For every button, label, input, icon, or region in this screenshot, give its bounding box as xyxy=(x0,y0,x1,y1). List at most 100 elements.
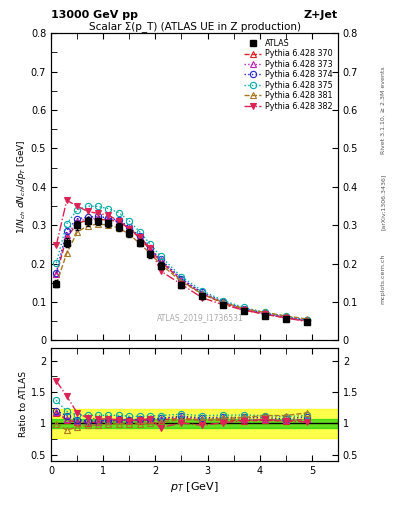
Pythia 6.428 381 xyxy=(179,279,184,285)
Pythia 6.428 375 xyxy=(283,313,288,319)
Pythia 6.428 382 xyxy=(75,203,79,209)
Pythia 6.428 374 xyxy=(158,257,163,263)
Pythia 6.428 382 xyxy=(117,218,121,224)
Pythia 6.428 382 xyxy=(263,311,267,317)
Pythia 6.428 373 xyxy=(263,311,267,317)
Pythia 6.428 375 xyxy=(179,273,184,280)
Pythia 6.428 374 xyxy=(75,216,79,222)
Pythia 6.428 370 xyxy=(148,247,152,253)
Pythia 6.428 374 xyxy=(106,215,111,221)
Pythia 6.428 370 xyxy=(75,220,79,226)
Pythia 6.428 382 xyxy=(95,210,100,217)
Pythia 6.428 373 xyxy=(117,219,121,225)
X-axis label: $p_T\ [\mathrm{GeV}]$: $p_T\ [\mathrm{GeV}]$ xyxy=(170,480,219,494)
Line: Pythia 6.428 382: Pythia 6.428 382 xyxy=(53,197,310,325)
Pythia 6.428 375 xyxy=(95,203,100,209)
Y-axis label: $1/N_{ch}\ dN_{ch}/dp_T\ [\mathrm{GeV}]$: $1/N_{ch}\ dN_{ch}/dp_T\ [\mathrm{GeV}]$ xyxy=(15,140,28,234)
Pythia 6.428 375 xyxy=(158,253,163,260)
Pythia 6.428 370 xyxy=(127,225,132,231)
Pythia 6.428 370 xyxy=(95,217,100,223)
Pythia 6.428 374 xyxy=(221,298,226,305)
Pythia 6.428 374 xyxy=(242,306,246,312)
Line: Pythia 6.428 381: Pythia 6.428 381 xyxy=(53,221,310,322)
Pythia 6.428 374 xyxy=(148,245,152,251)
Bar xyxy=(51,419,338,428)
Pythia 6.428 374 xyxy=(54,269,59,275)
Pythia 6.428 375 xyxy=(64,221,69,227)
Pythia 6.428 382 xyxy=(106,212,111,218)
Pythia 6.428 382 xyxy=(54,242,59,248)
Pythia 6.428 381 xyxy=(106,222,111,228)
Pythia 6.428 374 xyxy=(200,289,205,295)
Pythia 6.428 382 xyxy=(304,318,309,325)
Pythia 6.428 381 xyxy=(200,291,205,297)
Pythia 6.428 375 xyxy=(200,288,205,294)
Pythia 6.428 374 xyxy=(263,310,267,316)
Pythia 6.428 381 xyxy=(263,309,267,315)
Pythia 6.428 381 xyxy=(127,231,132,238)
Pythia 6.428 373 xyxy=(283,314,288,321)
Pythia 6.428 382 xyxy=(148,245,152,251)
Text: mcplots.cern.ch: mcplots.cern.ch xyxy=(381,254,386,304)
Text: Z+Jet: Z+Jet xyxy=(304,10,338,20)
Pythia 6.428 382 xyxy=(64,197,69,203)
Pythia 6.428 374 xyxy=(117,217,121,223)
Pythia 6.428 373 xyxy=(127,225,132,231)
Pythia 6.428 370 xyxy=(283,315,288,321)
Pythia 6.428 375 xyxy=(85,203,90,209)
Text: 13000 GeV pp: 13000 GeV pp xyxy=(51,10,138,20)
Pythia 6.428 370 xyxy=(138,235,142,241)
Pythia 6.428 373 xyxy=(200,290,205,296)
Text: Rivet 3.1.10, ≥ 2.3M events: Rivet 3.1.10, ≥ 2.3M events xyxy=(381,66,386,154)
Title: Scalar Σ(p_T) (ATLAS UE in Z production): Scalar Σ(p_T) (ATLAS UE in Z production) xyxy=(88,21,301,32)
Pythia 6.428 370 xyxy=(263,311,267,317)
Pythia 6.428 375 xyxy=(221,297,226,304)
Pythia 6.428 373 xyxy=(54,270,59,276)
Pythia 6.428 375 xyxy=(75,207,79,213)
Pythia 6.428 373 xyxy=(242,306,246,312)
Pythia 6.428 375 xyxy=(117,209,121,216)
Pythia 6.428 370 xyxy=(158,258,163,264)
Pythia 6.428 381 xyxy=(117,225,121,231)
Pythia 6.428 382 xyxy=(200,295,205,301)
Pythia 6.428 381 xyxy=(64,250,69,257)
Pythia 6.428 374 xyxy=(283,314,288,320)
Pythia 6.428 381 xyxy=(221,300,226,306)
Pythia 6.428 373 xyxy=(95,215,100,221)
Pythia 6.428 370 xyxy=(179,278,184,284)
Pythia 6.428 381 xyxy=(138,240,142,246)
Pythia 6.428 375 xyxy=(148,241,152,247)
Pythia 6.428 381 xyxy=(75,229,79,236)
Pythia 6.428 374 xyxy=(85,214,90,220)
Pythia 6.428 382 xyxy=(221,302,226,308)
Line: Pythia 6.428 375: Pythia 6.428 375 xyxy=(53,203,310,323)
Pythia 6.428 370 xyxy=(106,217,111,223)
Pythia 6.428 370 xyxy=(304,318,309,324)
Pythia 6.428 373 xyxy=(75,218,79,224)
Pythia 6.428 381 xyxy=(54,281,59,287)
Pythia 6.428 373 xyxy=(304,318,309,324)
Pythia 6.428 370 xyxy=(85,217,90,223)
Line: Pythia 6.428 374: Pythia 6.428 374 xyxy=(53,214,310,323)
Pythia 6.428 373 xyxy=(64,232,69,238)
Pythia 6.428 370 xyxy=(200,291,205,297)
Pythia 6.428 381 xyxy=(304,316,309,322)
Y-axis label: Ratio to ATLAS: Ratio to ATLAS xyxy=(19,372,28,437)
Pythia 6.428 373 xyxy=(138,234,142,240)
Pythia 6.428 381 xyxy=(85,223,90,229)
Pythia 6.428 370 xyxy=(221,300,226,306)
Legend: ATLAS, Pythia 6.428 370, Pythia 6.428 373, Pythia 6.428 374, Pythia 6.428 375, P: ATLAS, Pythia 6.428 370, Pythia 6.428 37… xyxy=(241,36,336,114)
Pythia 6.428 373 xyxy=(158,257,163,263)
Pythia 6.428 381 xyxy=(242,306,246,312)
Pythia 6.428 374 xyxy=(127,224,132,230)
Pythia 6.428 370 xyxy=(54,271,59,278)
Pythia 6.428 375 xyxy=(127,218,132,224)
Pythia 6.428 382 xyxy=(138,234,142,240)
Text: [arXiv:1306.3436]: [arXiv:1306.3436] xyxy=(381,174,386,230)
Pythia 6.428 374 xyxy=(95,214,100,220)
Text: ATLAS_2019_I1736531: ATLAS_2019_I1736531 xyxy=(157,313,244,322)
Pythia 6.428 375 xyxy=(138,229,142,235)
Pythia 6.428 381 xyxy=(158,261,163,267)
Pythia 6.428 374 xyxy=(64,227,69,233)
Pythia 6.428 382 xyxy=(242,307,246,313)
